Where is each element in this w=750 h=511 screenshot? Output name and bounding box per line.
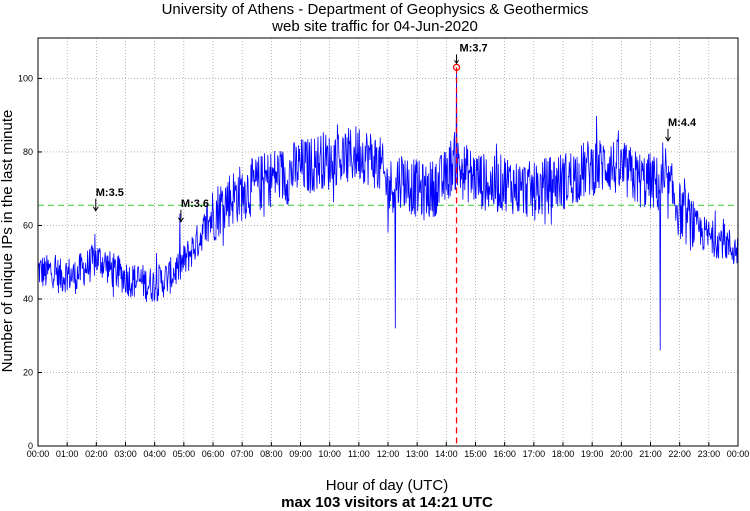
x-tick-label: 03:00: [114, 449, 137, 459]
x-tick-label: 22:00: [668, 449, 691, 459]
y-axis-ticks: 0 20 40 60 80 100: [18, 73, 42, 451]
x-tick-label: 04:00: [143, 449, 166, 459]
annotation-label: M:3.6: [181, 198, 209, 210]
traffic-series-line: [37, 67, 739, 351]
x-tick-label: 17:00: [523, 449, 546, 459]
x-tick-label: 16:00: [493, 449, 516, 459]
x-tick-label: 09:00: [289, 449, 312, 459]
x-axis-label: Hour of day (UTC): [326, 477, 449, 494]
x-tick-label: 15:00: [464, 449, 487, 459]
x-tick-label: 20:00: [610, 449, 633, 459]
max-marker-label: M:3.7: [460, 42, 488, 54]
annotation-arrow: [665, 128, 671, 142]
annotation-arrow: [177, 209, 184, 223]
plot-frame: [37, 37, 739, 447]
y-tick-label: 40: [23, 294, 33, 304]
max-marker-dot: [452, 63, 461, 72]
x-tick-label: 01:00: [56, 449, 79, 459]
annotation-label: M:4.4: [668, 117, 697, 129]
x-tick-label: 07:00: [231, 449, 254, 459]
max-marker-arrow: [454, 54, 459, 65]
x-axis-ticks: 00:00 01:00 02:00 03:00 04:00 05:00 06:00 07:00…: [27, 442, 750, 459]
y-tick-label: 100: [18, 73, 33, 83]
annotations: M:3.5 M:3.6 M:4.4: [92, 54, 697, 223]
annotation-arrow: [92, 198, 99, 212]
y-tick-label: 0: [28, 441, 33, 451]
chart-subtitle: web site traffic for 04-Jun-2020: [271, 18, 478, 35]
x-tick-label: 11:00: [348, 449, 370, 459]
x-tick-label: 21:00: [639, 449, 662, 459]
x-tick-label: 12:00: [377, 449, 400, 459]
x-tick-label: 13:00: [406, 449, 429, 459]
y-tick-label: 20: [23, 367, 33, 377]
x-tick-label: 06:00: [202, 449, 225, 459]
x-tick-label: 02:00: [85, 449, 108, 459]
x-tick-label: 05:00: [173, 449, 196, 459]
x-tick-label: 19:00: [581, 449, 604, 459]
x-tick-label: 08:00: [260, 449, 283, 459]
x-tick-label: 14:00: [435, 449, 458, 459]
x-tick-label: 00:00: [727, 449, 750, 459]
grid-lines: [38, 38, 738, 446]
max-visitors-footer: max 103 visitors at 14:21 UTC: [281, 494, 493, 511]
x-tick-label: 18:00: [552, 449, 575, 459]
x-tick-label: 00:00: [27, 449, 50, 459]
y-tick-label: 60: [23, 220, 33, 230]
annotation-label: M:3.5: [96, 187, 124, 199]
y-axis-label: Number of unique IPs in the last minute: [0, 110, 16, 373]
x-tick-label: 10:00: [318, 449, 341, 459]
y-tick-label: 80: [23, 147, 33, 157]
chart-title: University of Athens - Department of Geo…: [162, 1, 589, 18]
x-tick-label: 23:00: [698, 449, 721, 459]
